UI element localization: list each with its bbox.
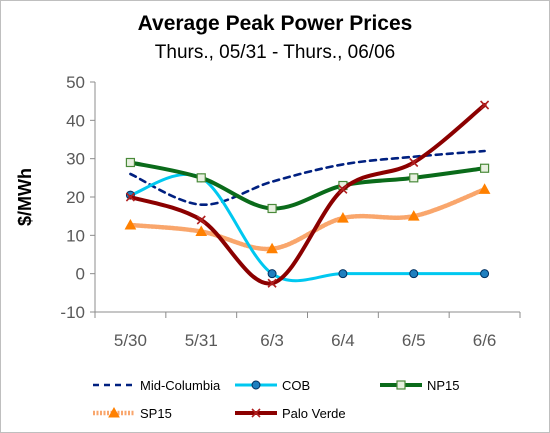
- legend-marker-sp15: [108, 406, 120, 418]
- data-point-sp15: [407, 210, 420, 221]
- data-point-np15: [125, 157, 136, 168]
- data-point-sp15: [266, 242, 278, 254]
- y-tick-label: 0: [76, 265, 85, 284]
- legend-item-palo-verde: Palo Verde: [235, 406, 346, 421]
- data-point-cob: [338, 269, 348, 279]
- data-point-sp15: [337, 212, 349, 223]
- legend-marker-cob: [251, 380, 261, 390]
- data-point-palo-verde: [196, 215, 206, 225]
- legend-item-cob: COB: [235, 378, 310, 393]
- data-point-palo-verde: [125, 192, 135, 202]
- x-tick-label: 6/6: [473, 331, 497, 350]
- legend: Mid-Columbia COB NP15 SP15 Palo Verde: [93, 378, 460, 421]
- axes: -10 0 10 20 30 40 50 5/30 5/31 6/3 6/4 6/5 6/6: [60, 73, 521, 350]
- y-tick-label: 10: [66, 226, 85, 245]
- data-point-cob: [267, 269, 277, 279]
- series-layer: [124, 100, 491, 288]
- data-point-np15: [196, 173, 206, 183]
- legend-label-palo-verde: Palo Verde: [282, 406, 346, 421]
- data-point-cob: [409, 269, 419, 279]
- chart-title: Average Peak Power Prices: [138, 12, 413, 35]
- data-point-palo-verde: [338, 184, 348, 194]
- x-tick-label: 6/4: [331, 331, 355, 350]
- data-point-palo-verde: [267, 278, 277, 288]
- legend-item-sp15: SP15: [93, 406, 172, 421]
- series-line-sp15: [128, 187, 487, 252]
- y-tick-label: 40: [66, 111, 85, 130]
- y-tick-label: 20: [66, 188, 85, 207]
- y-tick-label: 50: [66, 73, 85, 92]
- data-point-palo-verde: [480, 100, 490, 110]
- y-axis-label: $/MWh: [15, 168, 35, 226]
- data-point-np15: [479, 163, 490, 173]
- series-sp15: [124, 183, 491, 254]
- legend-label-mid-columbia: Mid-Columbia: [140, 378, 221, 393]
- legend-marker-np15: [396, 380, 406, 390]
- data-point-sp15: [478, 183, 491, 194]
- data-point-palo-verde: [409, 157, 419, 168]
- legend-marker-palo-verde: [251, 408, 261, 418]
- data-point-np15: [267, 203, 277, 214]
- x-tick-label: 6/3: [260, 331, 284, 350]
- chart-subtitle: Thurs., 05/31 - Thurs., 06/06: [155, 42, 395, 63]
- legend-item-mid-columbia: Mid-Columbia: [93, 378, 221, 393]
- x-tick-label: 5/31: [185, 331, 218, 350]
- series-line-np15: [128, 160, 487, 211]
- data-point-sp15: [195, 225, 208, 236]
- data-point-cob: [480, 269, 490, 279]
- series-palo-verde: [125, 100, 490, 288]
- y-tick-label: -10: [60, 303, 85, 322]
- data-point-np15: [409, 173, 419, 183]
- x-tick-label: 6/5: [402, 331, 426, 350]
- y-tick-label: 30: [66, 150, 85, 169]
- legend-label-np15: NP15: [427, 378, 460, 393]
- legend-item-np15: NP15: [380, 378, 460, 393]
- legend-label-sp15: SP15: [140, 406, 172, 421]
- data-point-sp15: [124, 218, 137, 230]
- legend-label-cob: COB: [282, 378, 310, 393]
- x-tick-label: 5/30: [114, 331, 147, 350]
